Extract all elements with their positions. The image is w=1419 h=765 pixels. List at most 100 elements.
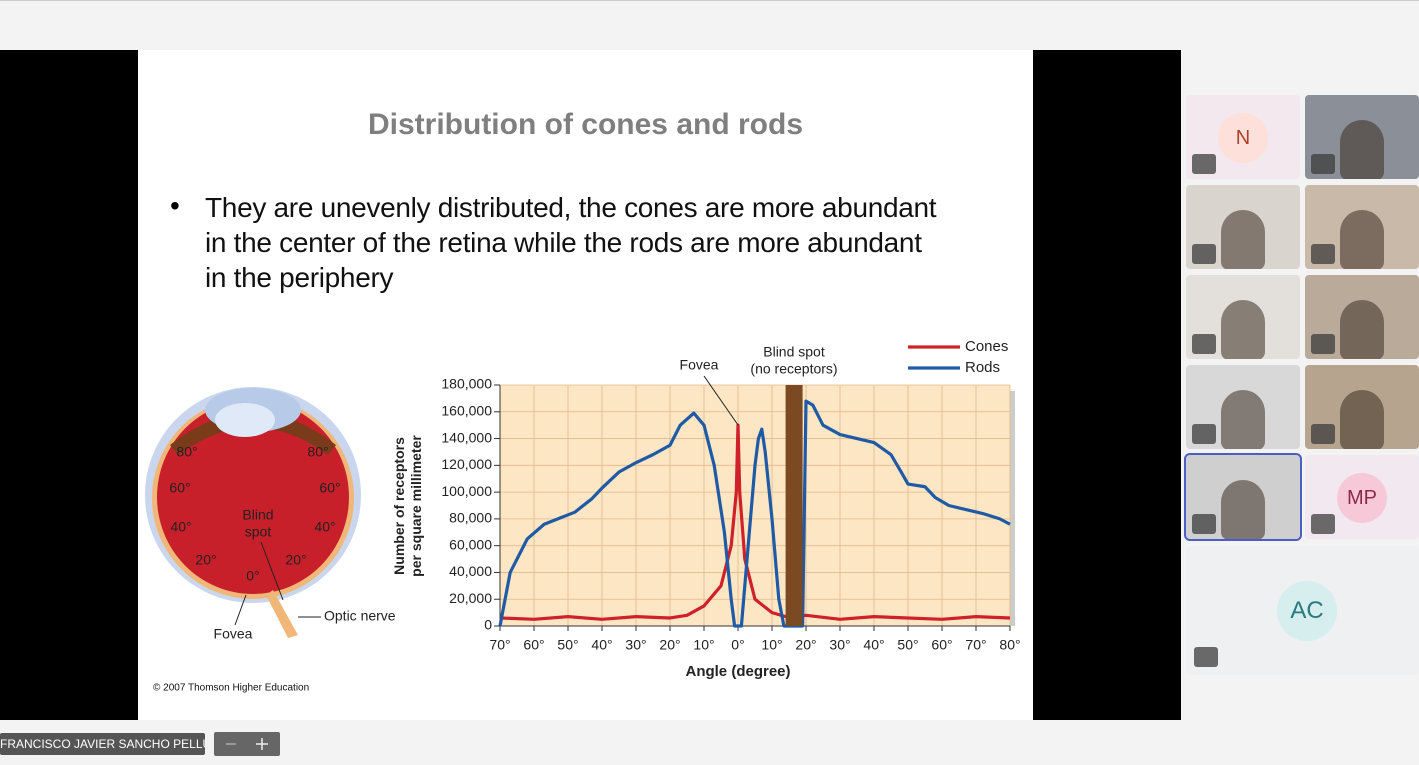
mute-icon bbox=[1192, 244, 1216, 264]
bullet-text: They are unevenly distributed, the cones… bbox=[205, 190, 937, 295]
annotation: Blind spot bbox=[763, 344, 825, 360]
plot-background bbox=[500, 385, 1010, 626]
eye-label: 20° bbox=[195, 552, 216, 568]
x-tick-label: 30° bbox=[625, 637, 646, 653]
zoom-controls[interactable] bbox=[214, 732, 280, 756]
x-tick-label: 50° bbox=[897, 637, 918, 653]
x-tick-label: 20° bbox=[795, 637, 816, 653]
y-tick-label: 80,000 bbox=[449, 510, 492, 526]
y-axis-title-line: Number of receptors bbox=[391, 437, 407, 575]
x-tick-label: 10° bbox=[693, 637, 714, 653]
participant-panel: N MP AC bbox=[1181, 50, 1419, 720]
eye-label: 80° bbox=[176, 444, 197, 460]
mute-icon bbox=[1311, 424, 1335, 444]
annotation-pointer bbox=[703, 375, 739, 426]
plot-shadow bbox=[1010, 391, 1015, 626]
eye-label: 60° bbox=[319, 480, 340, 496]
person-silhouette bbox=[1340, 120, 1384, 179]
y-axis-title-line: per square millimeter bbox=[408, 435, 424, 577]
y-tick-label: 100,000 bbox=[441, 483, 492, 499]
eye-label: 20° bbox=[285, 552, 306, 568]
y-tick-label: 60,000 bbox=[449, 536, 492, 552]
slide-title: Distribution of cones and rods bbox=[367, 108, 803, 141]
video-tile bbox=[1305, 95, 1419, 179]
y-tick-label: 20,000 bbox=[449, 590, 492, 606]
series-line bbox=[498, 399, 1011, 628]
x-tick-label: 20° bbox=[659, 637, 680, 653]
x-tick-label: 40° bbox=[863, 637, 884, 653]
mute-icon bbox=[1311, 334, 1335, 354]
video-tile: MP bbox=[1305, 455, 1419, 539]
person-silhouette bbox=[1340, 210, 1384, 269]
legend-label: Rods bbox=[965, 359, 1000, 376]
series-line bbox=[499, 423, 1011, 621]
mute-icon bbox=[1311, 154, 1335, 174]
y-tick-label: 140,000 bbox=[441, 429, 492, 445]
video-tile bbox=[1186, 185, 1300, 269]
mute-icon bbox=[1192, 424, 1216, 444]
person-silhouette bbox=[1221, 480, 1265, 539]
person-silhouette bbox=[1340, 300, 1384, 359]
slide-graphics: 80° 80° 60° 60° 40° 40° 20° 20° 0° Blind… bbox=[145, 338, 1021, 694]
y-tick-label: 40,000 bbox=[449, 563, 492, 579]
x-tick-label: 0° bbox=[731, 637, 744, 653]
presenter-label: FRANCISCO JAVIER SANCHO PELLUZ bbox=[0, 733, 205, 755]
eye-label: 40° bbox=[314, 519, 335, 535]
bullet-line: in the center of the retina while the ro… bbox=[205, 227, 922, 258]
video-tile bbox=[1305, 185, 1419, 269]
video-tile: AC bbox=[1186, 546, 1419, 675]
eye-label: 40° bbox=[170, 519, 191, 535]
x-tick-label: 70° bbox=[489, 637, 510, 653]
x-tick-label: 70° bbox=[965, 637, 986, 653]
eye-retina bbox=[157, 400, 349, 594]
mute-icon bbox=[1311, 244, 1335, 264]
x-tick-label: 40° bbox=[591, 637, 612, 653]
y-axis-title: Number of receptorsper square millimeter bbox=[391, 435, 424, 577]
video-tile bbox=[1305, 365, 1419, 449]
blind-spot-band bbox=[785, 385, 803, 626]
person-silhouette bbox=[1221, 300, 1265, 359]
lens bbox=[215, 403, 275, 437]
video-tile bbox=[1186, 275, 1300, 359]
pointer bbox=[260, 541, 284, 601]
video-tile bbox=[1305, 275, 1419, 359]
top-border bbox=[0, 0, 1419, 1]
legend-label: Cones bbox=[965, 338, 1008, 355]
y-tick-label: 0 bbox=[484, 617, 492, 633]
bullet-line: They are unevenly distributed, the cones… bbox=[205, 192, 937, 223]
eye-label: 0° bbox=[246, 568, 259, 584]
avatar: N bbox=[1218, 113, 1268, 163]
eye-label: 60° bbox=[169, 480, 190, 496]
mute-icon bbox=[1194, 647, 1218, 667]
slide: Distribution of cones and rods • They ar… bbox=[138, 50, 1033, 720]
mute-icon bbox=[1192, 334, 1216, 354]
avatar: AC bbox=[1277, 581, 1337, 641]
bullet-line: in the periphery bbox=[205, 262, 394, 293]
bullet: • bbox=[170, 190, 180, 221]
mute-icon bbox=[1192, 154, 1216, 174]
y-tick-label: 160,000 bbox=[441, 402, 492, 418]
video-tile: N bbox=[1186, 95, 1300, 179]
x-tick-label: 30° bbox=[829, 637, 850, 653]
eye-label: spot bbox=[245, 524, 272, 540]
eye-diagram: 80° 80° 60° 60° 40° 40° 20° 20° 0° Blind… bbox=[145, 387, 396, 642]
optic-nerve-shape bbox=[266, 590, 298, 638]
eye-label: 80° bbox=[307, 444, 328, 460]
eye-label: Optic nerve bbox=[324, 608, 396, 624]
eye-label: Blind bbox=[242, 507, 273, 523]
mute-icon bbox=[1192, 514, 1216, 534]
x-tick-label: 10° bbox=[761, 637, 782, 653]
video-tile bbox=[1184, 453, 1302, 541]
avatar: MP bbox=[1337, 473, 1387, 523]
x-tick-label: 80° bbox=[999, 637, 1020, 653]
person-silhouette bbox=[1221, 210, 1265, 269]
x-tick-label: 60° bbox=[931, 637, 952, 653]
person-silhouette bbox=[1221, 390, 1265, 449]
y-tick-label: 180,000 bbox=[441, 376, 492, 392]
mute-icon bbox=[1311, 514, 1335, 534]
eye-label: Fovea bbox=[214, 626, 253, 642]
video-tile bbox=[1186, 365, 1300, 449]
x-tick-label: 50° bbox=[557, 637, 578, 653]
annotation: Fovea bbox=[680, 357, 719, 373]
